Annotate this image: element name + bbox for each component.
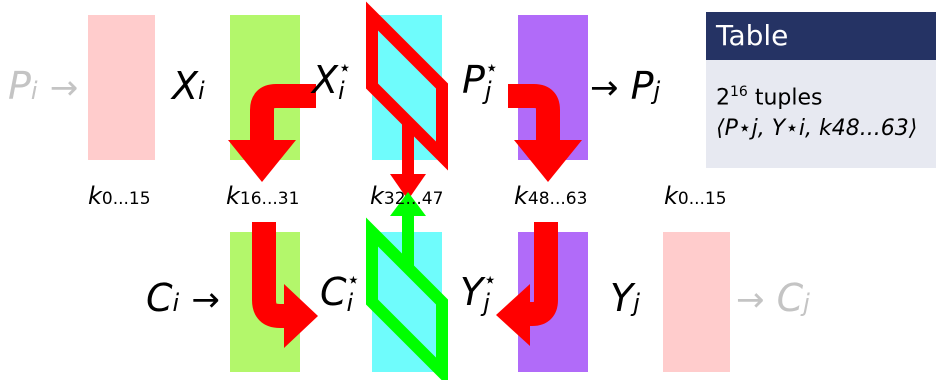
key-k-0-15-left: k0...15 [88,182,151,210]
label-p-j-star: P ⋆ j [462,56,499,105]
block-pink-top [88,15,155,160]
red-parallelogram [366,1,448,171]
key-k-48-63: k48...63 [514,182,588,210]
key-k-0-15-right: k0...15 [664,182,727,210]
red-arrowhead-xi-to-k16 [228,140,296,182]
key-k-16-31: k16...31 [226,182,300,210]
red-arrow-pj-to-k48 [508,84,560,150]
red-arrowhead-k48-to-yj [496,284,530,346]
green-parallelogram [366,217,448,380]
label-p-i: Pi → [8,64,79,108]
red-arrow-k48-to-yj [526,222,558,326]
table-title: Table [706,12,936,60]
table-tuple-count: 216 tuples [716,84,823,111]
label-c-i-star: C ⋆ i [320,268,361,317]
red-connector-arrowhead [390,174,426,200]
label-y-j-star: Y ⋆ j [460,268,497,317]
label-c-i: Ci → [146,276,220,320]
label-p-j: → Pj [590,64,661,108]
red-arrowhead-k16-to-ci [284,284,318,348]
table-tuple-format: ⟨P⋆j, Y⋆i, k48...63⟩ [716,116,918,142]
green-connector-arrowhead [390,192,426,216]
label-x-i-star: X ⋆ i [312,56,352,105]
red-arrowhead-pj-to-k48 [514,140,582,182]
table-panel: Table 216 tuples ⟨P⋆j, Y⋆i, k48...63⟩ [706,12,936,168]
label-x-i: Xi [172,64,205,108]
red-arrow-xi-to-k16 [250,84,316,150]
table-body: 216 tuples ⟨P⋆j, Y⋆i, k48...63⟩ [706,60,936,168]
label-c-j: → Cj [736,276,810,320]
red-arrow-k16-to-ci [252,222,290,328]
key-k-32-47: k32...47 [370,182,444,210]
block-pink-bottom [663,232,730,372]
label-y-j: Yj [610,276,640,320]
